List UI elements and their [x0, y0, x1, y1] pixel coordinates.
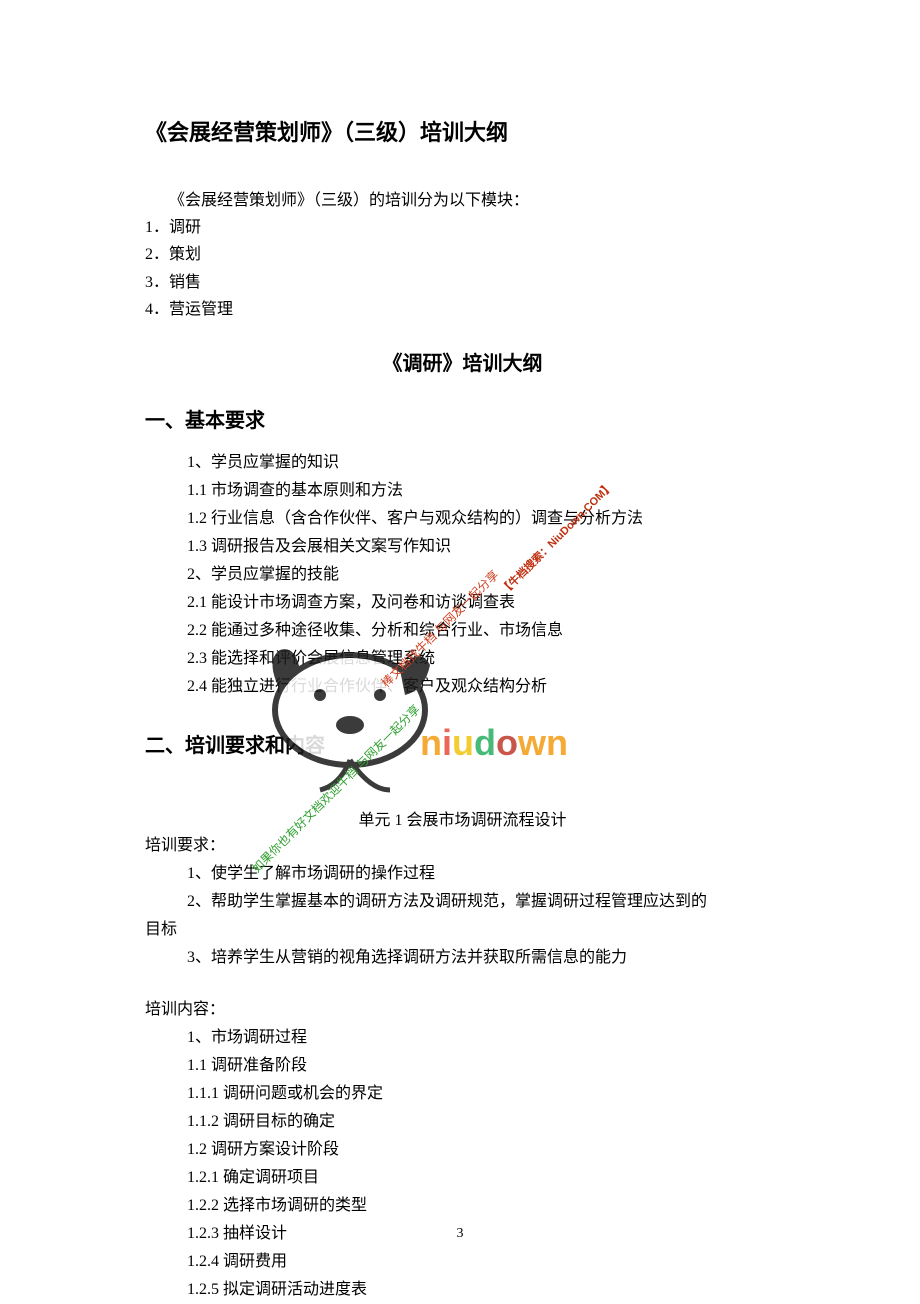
module-item-3: 3．销售 — [145, 269, 780, 296]
content-line: 1.2 调研方案设计阶段 — [187, 1136, 780, 1164]
content-line: 1.2.2 选择市场调研的类型 — [187, 1192, 780, 1220]
req-line-tail: 目标 — [145, 916, 780, 944]
sec1-line: 1.3 调研报告及会展相关文案写作知识 — [187, 533, 780, 561]
page-number: 3 — [457, 1226, 464, 1242]
sec1-line: 2.2 能通过多种途径收集、分析和综合行业、市场信息 — [187, 617, 780, 645]
module-item-1: 1．调研 — [145, 214, 780, 241]
sec1-line: 1、学员应掌握的知识 — [187, 449, 780, 477]
content-line: 1.2.5 拟定调研活动进度表 — [187, 1276, 780, 1304]
unit-title: 单元 1 会展市场调研流程设计 — [145, 806, 780, 830]
section-title-research: 《调研》培训大纲 — [145, 347, 780, 376]
content-line: 1、市场调研过程 — [187, 1024, 780, 1052]
document-title: 《会展经营策划师》（三级）培训大纲 — [145, 115, 780, 147]
module-item-2: 2．策划 — [145, 241, 780, 268]
sec1-line: 2、学员应掌握的技能 — [187, 561, 780, 589]
sec1-line: 2.4 能独立进行行业合作伙伴、客户及观众结构分析 — [187, 673, 780, 701]
intro-text: 《会展经营策划师》（三级）的培训分为以下模块： — [169, 187, 780, 214]
content-line: 1.1 调研准备阶段 — [187, 1052, 780, 1080]
content-label: 培训内容： — [145, 996, 780, 1024]
module-item-4: 4．营运管理 — [145, 296, 780, 323]
content-line: 1.2.1 确定调研项目 — [187, 1164, 780, 1192]
req-line: 2、帮助学生掌握基本的调研方法及调研规范，掌握调研过程管理应达到的 — [187, 888, 780, 916]
content-line: 1.2.3 抽样设计 — [187, 1220, 780, 1248]
req-line: 3、培养学生从营销的视角选择调研方法并获取所需信息的能力 — [187, 944, 780, 972]
sec1-line: 2.1 能设计市场调查方案，及问卷和访谈调查表 — [187, 589, 780, 617]
sec1-line: 2.3 能选择和评价会展信息管理系统 — [187, 645, 780, 673]
req-label: 培训要求： — [145, 832, 780, 860]
content-line: 1.1.1 调研问题或机会的界定 — [187, 1080, 780, 1108]
sec1-line: 1.1 市场调查的基本原则和方法 — [187, 477, 780, 505]
content-line: 1.1.2 调研目标的确定 — [187, 1108, 780, 1136]
req-line: 1、使学生了解市场调研的操作过程 — [187, 860, 780, 888]
sec1-line: 1.2 行业信息（含合作伙伴、客户与观众结构的）调查与分析方法 — [187, 505, 780, 533]
content-line: 1.2.4 调研费用 — [187, 1248, 780, 1276]
section1-heading: 一、基本要求 — [145, 404, 780, 433]
section2-heading: 二、培训要求和内容 — [145, 729, 780, 758]
